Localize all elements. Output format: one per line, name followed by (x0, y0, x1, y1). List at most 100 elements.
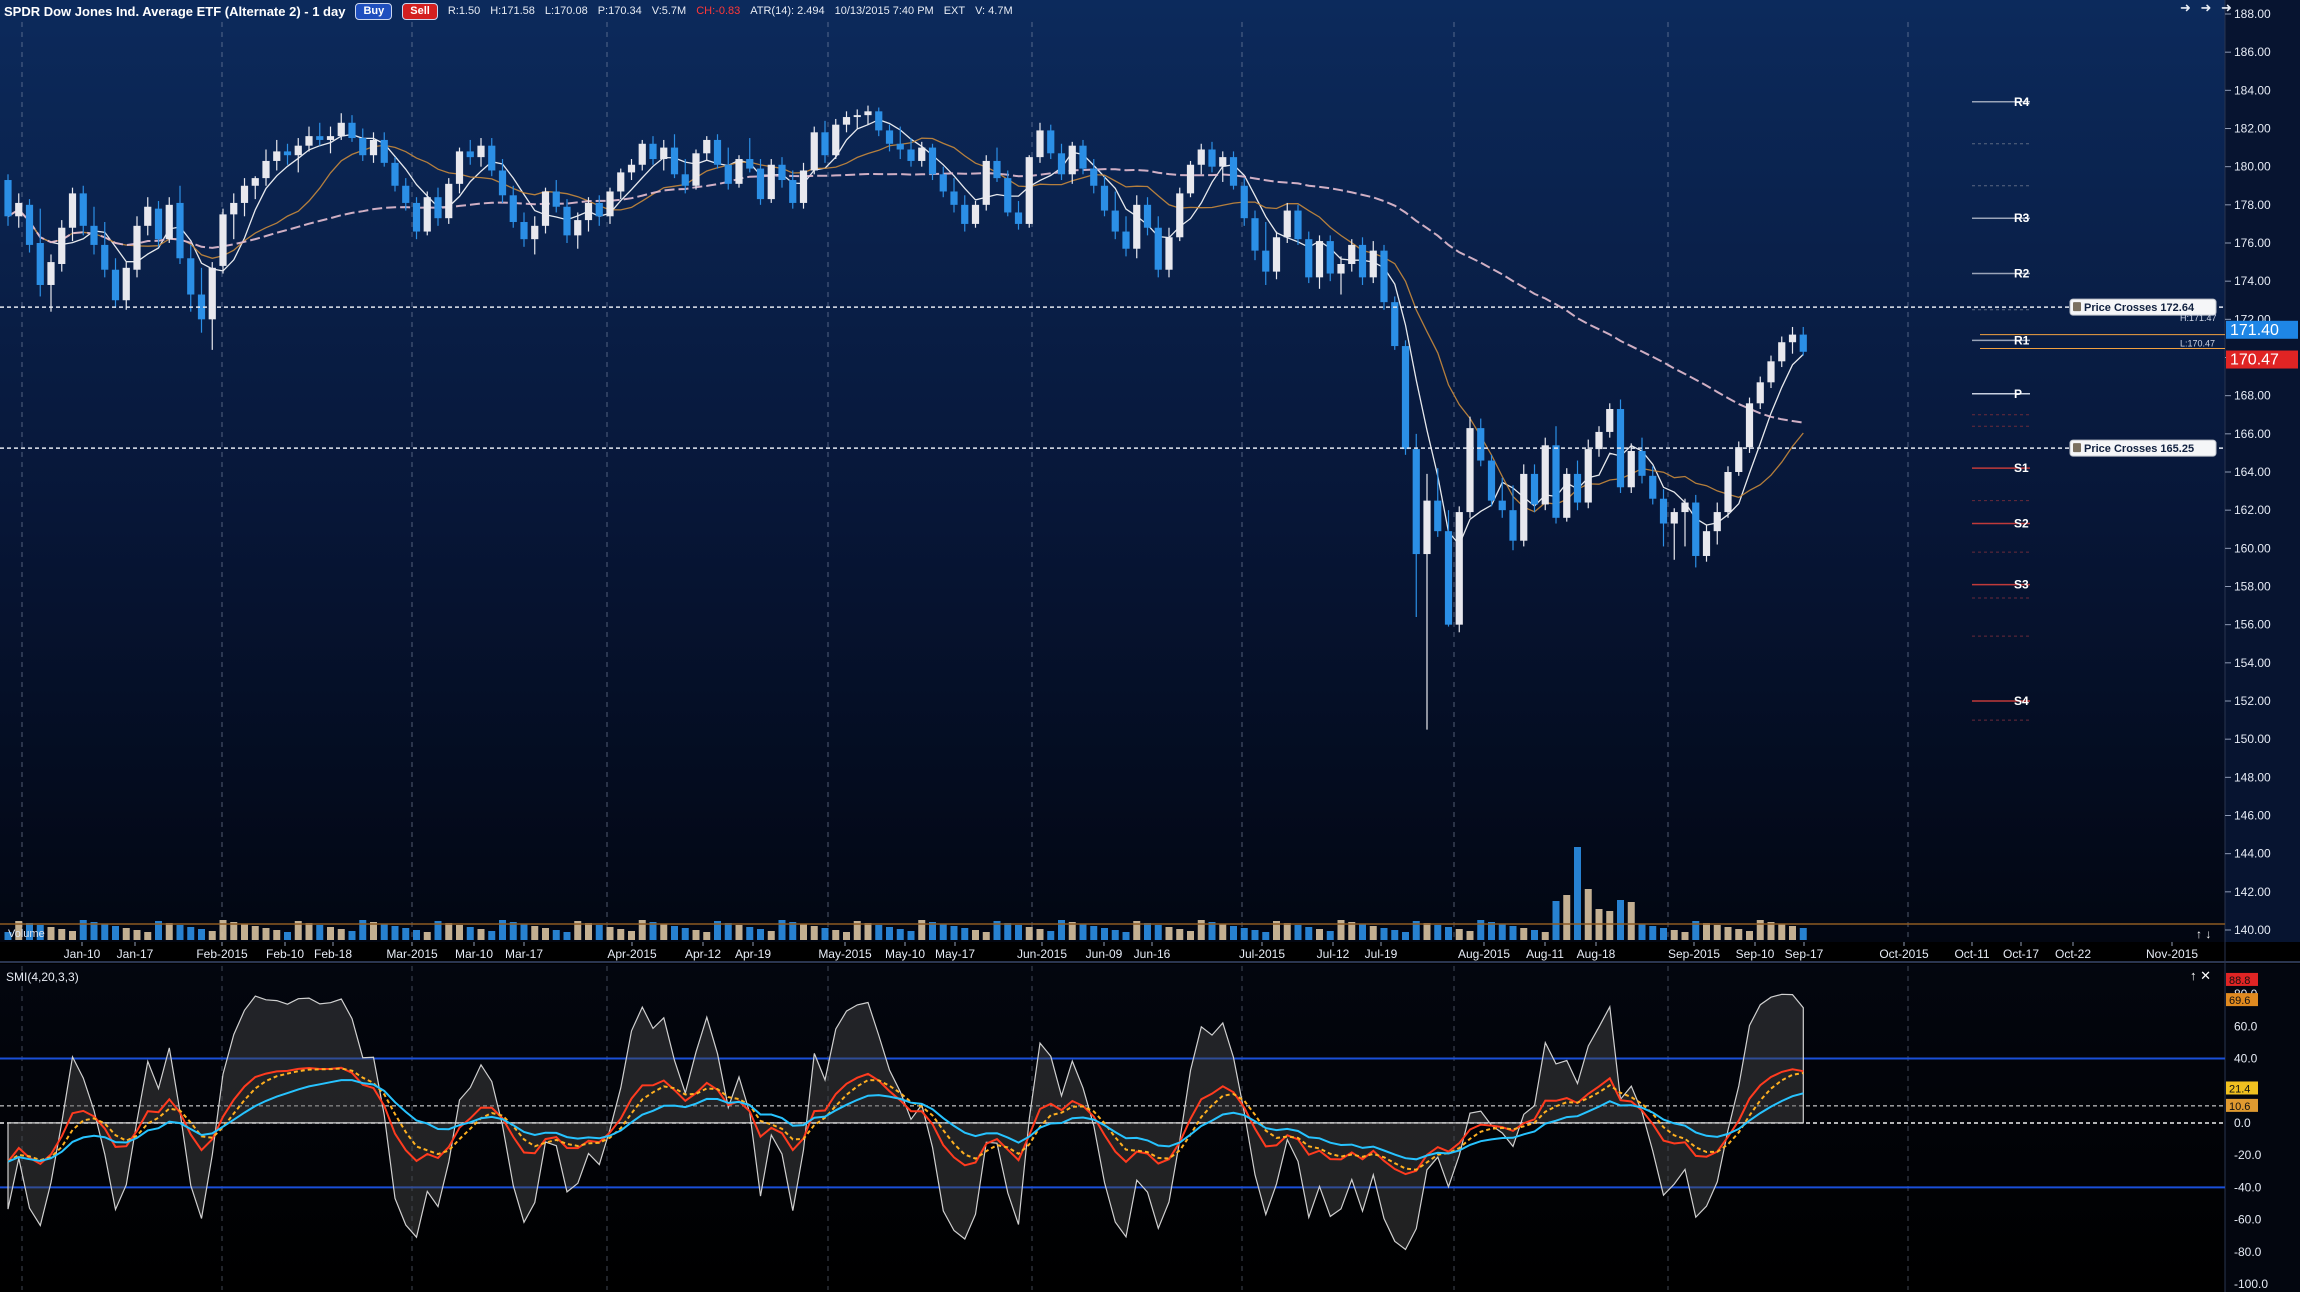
candle-body (756, 168, 765, 200)
ma-mid-line (7, 137, 1804, 513)
last-price-tag (2226, 320, 2298, 339)
candle-body (144, 206, 152, 226)
date-label: Oct-11 (1954, 947, 1989, 961)
candle-body (1208, 149, 1216, 167)
candle-body (423, 197, 431, 232)
price-axis[interactable]: 188.00 186.00 184.00 182.00 180.00 178.00 176.… (2225, 7, 2271, 937)
candle-body (47, 262, 55, 285)
volume-bar (509, 922, 517, 940)
volume-bar (1434, 925, 1442, 940)
price-tick-label: 168.00 (2234, 389, 2271, 403)
volume-bar (1778, 924, 1786, 940)
volume-bar (714, 921, 721, 940)
volume-bar (413, 930, 420, 940)
volume-bar (26, 923, 33, 940)
date-label: Mar-17 (505, 947, 543, 961)
volume-bar (1111, 930, 1119, 940)
price-tick-label: 154.00 (2234, 656, 2271, 670)
volume-bar (219, 920, 227, 940)
sell-button[interactable]: Sell (402, 2, 438, 20)
smi-tick-label: 60.0 (2234, 1019, 2258, 1033)
date-label: Apr-2015 (607, 947, 657, 961)
candle-body (1724, 472, 1732, 513)
price-tick-label: 186.00 (2234, 45, 2271, 59)
candle-body (875, 111, 883, 131)
volume-bar (1015, 925, 1022, 940)
date-label: Feb-2015 (196, 947, 248, 961)
volume-bar (638, 920, 646, 940)
volume-bar (1068, 922, 1076, 940)
candle-body (1369, 250, 1377, 278)
price-tick-label: 144.00 (2234, 847, 2271, 861)
candle-body (842, 117, 851, 125)
smi-axis[interactable]: 80.060.040.020.00.0-20.0-40.0-60.0-80.0-… (2190, 968, 2268, 1291)
candle-body (4, 180, 12, 217)
date-label: Sep-2015 (1668, 947, 1720, 961)
candle-body (1466, 428, 1474, 513)
smi-gridlines (0, 966, 2225, 1290)
volume-bar (1692, 921, 1700, 940)
candle-body (1520, 473, 1528, 541)
candle-body (294, 145, 302, 156)
candle-body (283, 151, 292, 156)
volume-bar (972, 930, 979, 940)
date-label: Oct-2015 (1879, 947, 1929, 961)
volume-bar (1273, 921, 1280, 940)
date-label: Apr-19 (735, 947, 771, 961)
candle-body (348, 122, 356, 139)
volume-bar (939, 924, 947, 940)
volume-bar (1724, 927, 1732, 940)
volume-bar (563, 932, 571, 940)
candle-body (531, 225, 539, 240)
volume-bar (606, 927, 614, 940)
date-label: Apr-12 (685, 947, 721, 961)
pivot-label: S2 (2014, 517, 2029, 531)
candle-body (1584, 449, 1592, 503)
hi-label: H:171.47 (2180, 313, 2217, 323)
candle-body (853, 115, 861, 118)
volume-bar (1187, 931, 1194, 940)
volume-bar (1305, 927, 1313, 940)
candle-body (1702, 531, 1711, 556)
volume-bar (1617, 900, 1624, 940)
candle-body (36, 243, 44, 285)
change-stat: CH:-0.83 (696, 5, 741, 17)
candle-body (552, 191, 560, 207)
candle-body (305, 136, 313, 146)
volume-bar (1541, 932, 1549, 940)
smi-slow-line (7, 1079, 1804, 1163)
candle-body (1305, 239, 1313, 278)
price-tick-label: 174.00 (2234, 274, 2271, 288)
volume-bar (337, 929, 345, 940)
volume-bar (1660, 928, 1667, 940)
candle-body (1799, 334, 1807, 352)
candle-body (477, 145, 485, 158)
volume-bar (1756, 920, 1764, 940)
candle-body (950, 191, 958, 205)
date-label: Sep-17 (1785, 947, 1824, 961)
navigation-arrows-icon[interactable]: ➜ ➜ ➜ (2180, 0, 2235, 15)
candle-body (240, 185, 249, 203)
volume-bar (1101, 928, 1108, 940)
volume-bar (380, 924, 388, 940)
buy-button[interactable]: Buy (355, 2, 393, 20)
pivot-label: R4 (2014, 95, 2030, 109)
candle-body (122, 267, 130, 301)
candle-body (660, 147, 668, 160)
candle-body (907, 149, 915, 161)
price-tick-label: 146.00 (2234, 809, 2271, 823)
candle-body (1090, 168, 1098, 186)
candle-body (1477, 428, 1485, 461)
candle-body (1122, 231, 1130, 249)
candle-body (1745, 403, 1754, 448)
candle-body (681, 174, 689, 186)
volume-bar (133, 930, 141, 940)
price-tick-label: 150.00 (2234, 732, 2271, 746)
date-label: Jul-19 (1365, 947, 1398, 961)
date-label: Feb-18 (314, 947, 352, 961)
volume-bar (692, 930, 700, 940)
volume-bar (1369, 926, 1377, 940)
volume-bar (1563, 895, 1571, 940)
